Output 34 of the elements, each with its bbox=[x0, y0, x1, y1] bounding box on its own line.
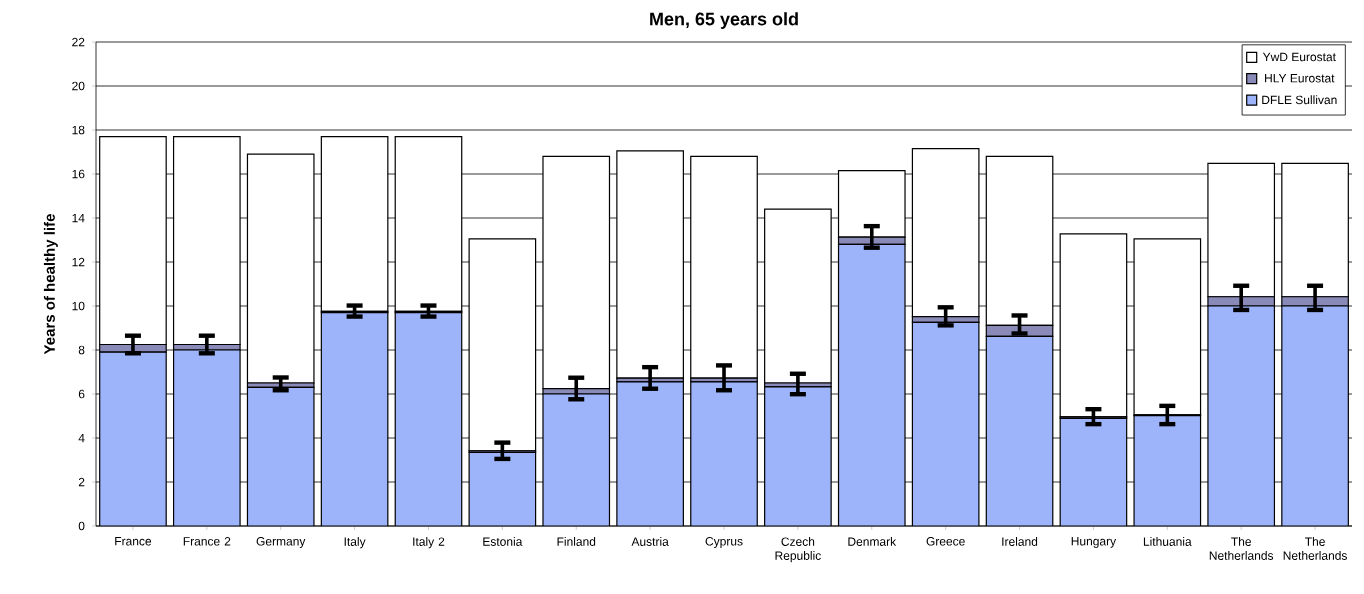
y-tick-label: 8 bbox=[78, 345, 85, 355]
legend-label: YwD Eurostat bbox=[1262, 52, 1336, 62]
y-tick-label: 20 bbox=[72, 81, 85, 91]
y-tick-label: 14 bbox=[72, 213, 85, 223]
y-tick-label: 2 bbox=[78, 477, 85, 487]
y-tick-label: 22 bbox=[72, 37, 85, 47]
x-tick-label: Finland bbox=[557, 537, 596, 546]
y-tick-label: 18 bbox=[72, 125, 85, 135]
x-tick-label: Hungary bbox=[1071, 537, 1117, 548]
legend-label: DFLE Sullivan bbox=[1262, 95, 1337, 105]
x-tick-label: The Netherlands bbox=[1283, 537, 1347, 560]
x-tick-label: Ireland bbox=[1002, 537, 1038, 546]
y-tick-label: 10 bbox=[72, 301, 85, 311]
x-tick-label: Italy 2 bbox=[413, 537, 445, 549]
y-tick-label: 0 bbox=[78, 521, 85, 531]
y-tick-label: 12 bbox=[72, 257, 85, 267]
x-tick-label: Cyprus bbox=[705, 537, 743, 548]
legend-label: HLY Eurostat bbox=[1265, 74, 1335, 83]
y-tick-label: 4 bbox=[78, 433, 85, 443]
x-tick-label: Greece bbox=[926, 537, 965, 546]
x-tick-label: Italy bbox=[344, 537, 366, 549]
y-tick-label: 6 bbox=[78, 389, 85, 399]
y-tick-label: 16 bbox=[72, 169, 85, 179]
x-tick-label: Austria bbox=[631, 537, 669, 546]
chart-title: Men, 65 years old bbox=[650, 12, 798, 29]
x-tick-label: The Netherlands bbox=[1209, 537, 1274, 560]
x-tick-label: France bbox=[115, 537, 152, 546]
x-tick-label: France 2 bbox=[183, 537, 231, 546]
x-tick-label: Germany bbox=[256, 537, 306, 548]
x-tick-label: Estonia bbox=[483, 537, 523, 546]
x-tick-label: Denmark bbox=[848, 537, 897, 546]
x-tick-label: Lithuania bbox=[1143, 537, 1192, 546]
x-tick-label: Czech Republic bbox=[775, 537, 821, 563]
y-axis-title: Years of healthy life bbox=[43, 214, 58, 355]
